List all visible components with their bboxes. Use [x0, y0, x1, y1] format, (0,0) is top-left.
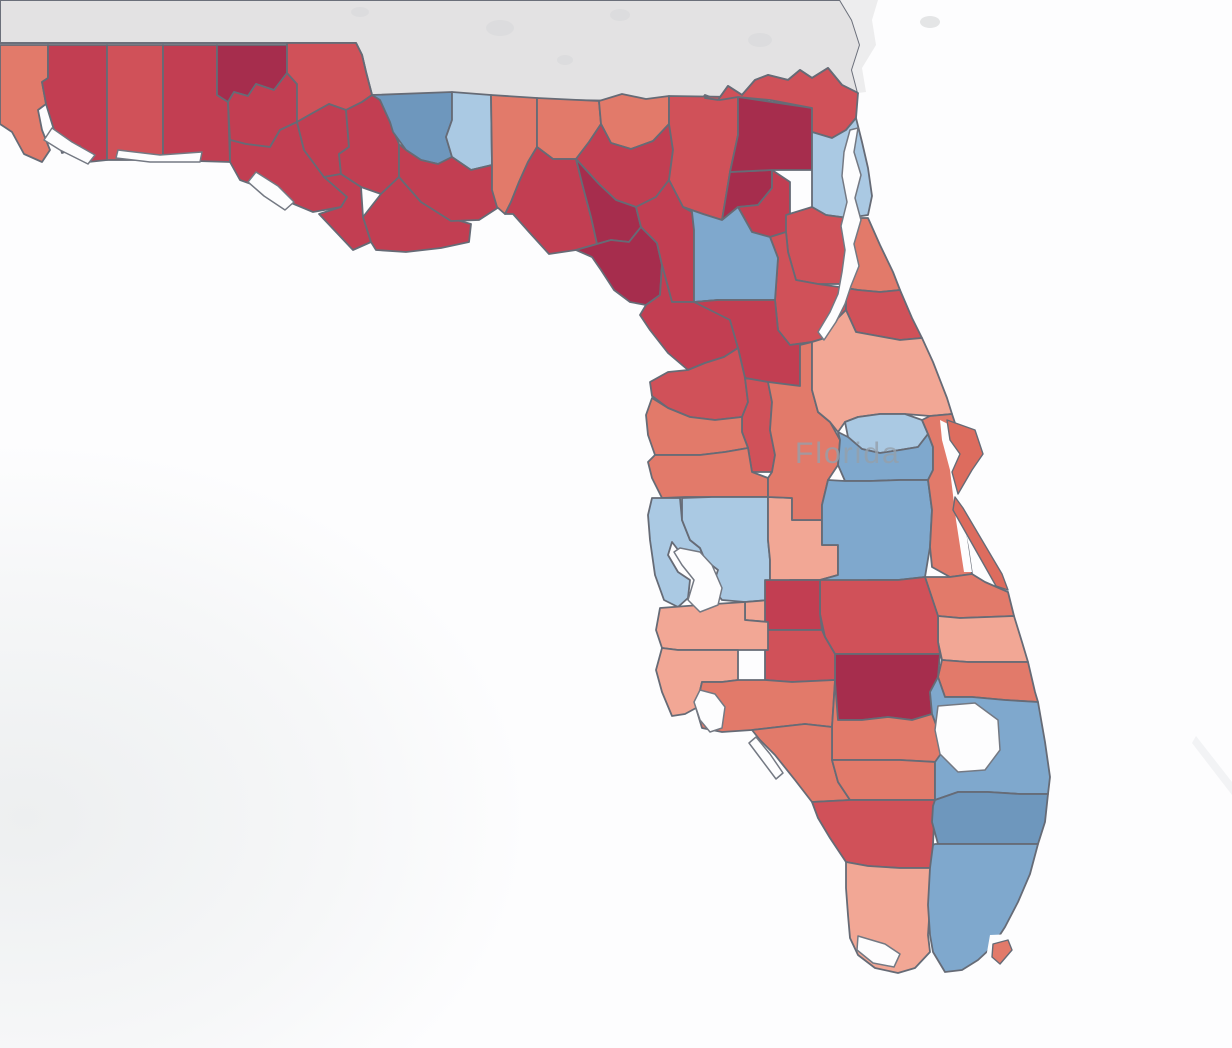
county-escambia[interactable]	[0, 44, 51, 163]
county-polygons-layer	[0, 42, 1051, 974]
choctawhatchee-bay	[115, 149, 203, 163]
county-manatee[interactable]	[655, 601, 769, 651]
everglades-bay	[856, 935, 901, 968]
barrier-islands-layer	[946, 419, 1013, 965]
county-martin[interactable]	[937, 659, 1039, 703]
terrain-speckle	[351, 7, 369, 17]
st-andrews-bay	[247, 171, 295, 211]
pensacola-bay	[43, 127, 96, 165]
indian-river-lagoon	[940, 420, 972, 572]
georgia-coast-faded	[840, 0, 878, 93]
st-johns-river	[817, 127, 862, 341]
pine-island-sound	[748, 736, 784, 780]
state-label: Florida	[795, 437, 901, 470]
county-hendry[interactable]	[831, 759, 936, 801]
county-clay[interactable]	[785, 206, 849, 285]
faint-marks-layer	[1192, 736, 1232, 795]
charlotte-harbor	[693, 689, 726, 733]
county-alachua[interactable]	[682, 206, 779, 303]
county-hardee[interactable]	[764, 579, 823, 631]
shelf-streak	[1192, 736, 1232, 795]
county-okeechobee[interactable]	[834, 653, 941, 721]
terrain-speckle	[920, 16, 940, 28]
county-gulf[interactable]	[318, 173, 372, 251]
county-pasco[interactable]	[647, 447, 769, 499]
county-desoto[interactable]	[764, 629, 836, 683]
water-bodies-layer	[43, 127, 1016, 968]
basemap-texture-layer	[351, 7, 940, 65]
tampa-bay	[673, 547, 723, 613]
county-st-lucie[interactable]	[937, 615, 1029, 663]
county-hillsborough[interactable]	[681, 496, 771, 603]
county-franklin[interactable]	[362, 176, 472, 253]
county-broward[interactable]	[931, 791, 1049, 845]
terrain-speckle	[748, 33, 772, 47]
terrain-speckle	[486, 20, 514, 36]
county-nassau[interactable]	[704, 67, 859, 139]
terrain-speckle	[557, 55, 573, 65]
terrain-speckle	[610, 9, 630, 21]
brevard-barrier-strip	[952, 496, 1009, 591]
upper-keys-sliver	[991, 939, 1013, 965]
county-miami-dade[interactable]	[927, 843, 1039, 973]
county-baker[interactable]	[729, 96, 813, 173]
county-highlands[interactable]	[819, 576, 941, 655]
lake-okeechobee	[934, 702, 1001, 773]
county-okaloosa[interactable]	[106, 44, 164, 161]
merritt-island	[946, 419, 984, 495]
county-collier[interactable]	[811, 799, 936, 869]
